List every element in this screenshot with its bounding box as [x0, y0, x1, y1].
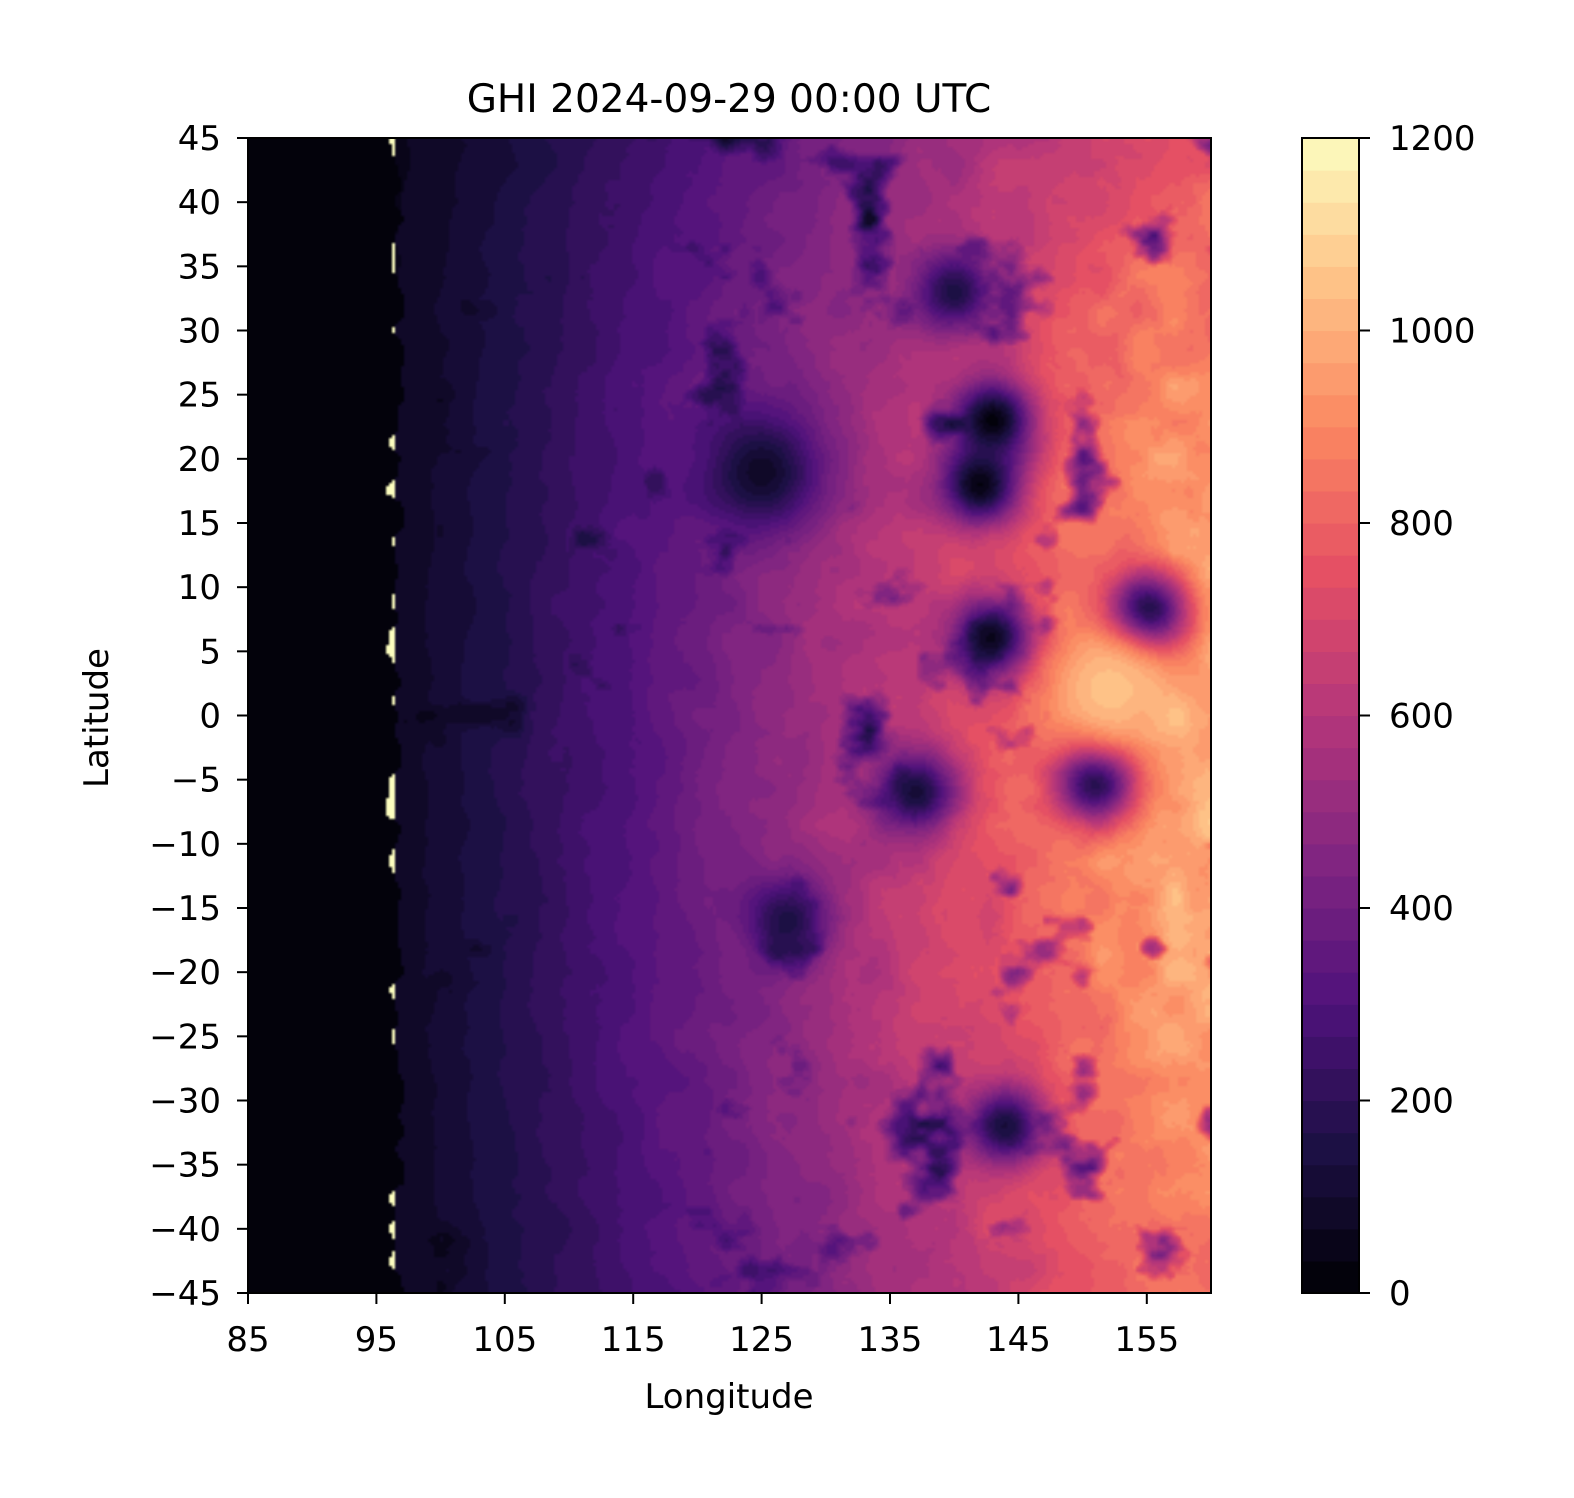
colorbar-level — [1302, 394, 1359, 428]
y-tick-label: −35 — [149, 1146, 221, 1186]
colorbar-level — [1302, 298, 1359, 332]
y-tick-label: −25 — [149, 1017, 221, 1057]
colorbar-level — [1302, 908, 1359, 941]
colorbar-tick-label: 1000 — [1389, 312, 1476, 352]
y-axis-ticks: 45 40 35 30 25 20 15 10 5 0 −5 −10 −15 −20 −25 −30 −35 −4… — [149, 119, 248, 1314]
colorbar-level — [1302, 330, 1359, 364]
colorbar-level — [1302, 940, 1359, 973]
colorbar-level — [1302, 1196, 1359, 1230]
colorbar-level — [1302, 555, 1359, 588]
y-tick-label: 45 — [178, 119, 221, 159]
y-tick-label: 5 — [199, 632, 221, 672]
y-tick-label: 40 — [178, 183, 221, 223]
colorbar-level — [1302, 426, 1359, 460]
x-tick-label: 105 — [472, 1320, 537, 1360]
colorbar-level — [1302, 1100, 1359, 1134]
x-tick-label: 145 — [986, 1320, 1051, 1360]
y-tick-label: 15 — [178, 504, 221, 544]
x-tick-label: 155 — [1114, 1320, 1179, 1360]
colorbar-level — [1302, 811, 1359, 845]
colorbar-level — [1302, 715, 1359, 749]
colorbar-tick-label: 800 — [1389, 504, 1454, 544]
colorbar-level — [1302, 234, 1359, 267]
colorbar-level — [1302, 362, 1359, 396]
y-tick-label: −10 — [149, 825, 221, 865]
colorbar-level — [1302, 1132, 1359, 1166]
y-tick-label: −45 — [149, 1274, 221, 1314]
colorbar-level — [1302, 779, 1359, 813]
colorbar-level — [1302, 651, 1359, 685]
x-tick-label: 85 — [226, 1320, 269, 1360]
colorbar-level — [1302, 972, 1359, 1005]
y-tick-label: −40 — [149, 1210, 221, 1250]
colorbar-level — [1302, 1036, 1359, 1070]
colorbar-level — [1302, 1164, 1359, 1198]
heatmap-plot-area — [247, 137, 1212, 1294]
colorbar-level — [1302, 875, 1359, 909]
x-tick-label: 115 — [601, 1320, 666, 1360]
y-tick-label: 0 — [199, 697, 221, 737]
colorbar-level — [1302, 683, 1359, 717]
colorbar-level — [1302, 843, 1359, 877]
x-tick-label: 135 — [858, 1320, 923, 1360]
colorbar-level — [1302, 1260, 1359, 1294]
x-axis-label: Longitude — [644, 1377, 813, 1417]
y-tick-label: −15 — [149, 889, 221, 929]
y-tick-label: −20 — [149, 953, 221, 993]
y-tick-label: 10 — [178, 568, 221, 608]
colorbar-level — [1302, 747, 1359, 781]
colorbar-level — [1302, 619, 1359, 652]
colorbar-level — [1302, 587, 1359, 620]
colorbar-level — [1302, 458, 1359, 492]
y-axis-label: Latitude — [77, 648, 117, 788]
y-tick-label: −5 — [171, 761, 221, 801]
y-tick-label: 35 — [178, 247, 221, 287]
colorbar-ticks: 0 200 400 600 800 1000 1200 — [1359, 119, 1476, 1314]
x-tick-label: 125 — [729, 1320, 794, 1360]
x-axis-ticks: 85 95 105 115 125 135 145 155 — [226, 1293, 1179, 1360]
y-tick-label: −30 — [149, 1082, 221, 1122]
colorbar-levels — [1302, 138, 1359, 1294]
colorbar-level — [1302, 490, 1359, 524]
colorbar-level — [1302, 1228, 1359, 1262]
y-tick-label: 30 — [178, 312, 221, 352]
colorbar-tick-label: 1200 — [1389, 119, 1476, 159]
colorbar-tick-label: 200 — [1389, 1082, 1454, 1122]
colorbar: 0 200 400 600 800 1000 1200 — [1301, 119, 1476, 1314]
colorbar-level — [1302, 170, 1359, 203]
colorbar-level — [1302, 523, 1359, 556]
y-tick-label: 25 — [178, 376, 221, 416]
colorbar-level — [1302, 202, 1359, 235]
colorbar-level — [1302, 138, 1359, 171]
colorbar-level — [1302, 1004, 1359, 1037]
ghi-heatmap — [248, 138, 1211, 1293]
colorbar-level — [1302, 1068, 1359, 1102]
colorbar-tick-label: 400 — [1389, 889, 1454, 929]
chart-title: GHI 2024-09-29 00:00 UTC — [467, 77, 992, 122]
x-tick-label: 95 — [355, 1320, 398, 1360]
colorbar-level — [1302, 266, 1359, 300]
colorbar-tick-label: 0 — [1389, 1274, 1411, 1314]
colorbar-tick-label: 600 — [1389, 697, 1454, 737]
y-tick-label: 20 — [178, 440, 221, 480]
